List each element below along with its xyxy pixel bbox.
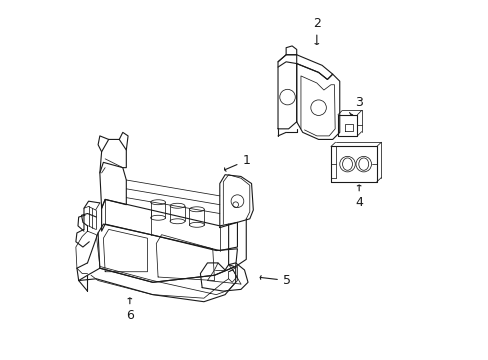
Text: 6: 6	[125, 298, 134, 322]
Text: 5: 5	[260, 274, 290, 287]
Text: 3: 3	[349, 96, 363, 115]
Text: 4: 4	[354, 185, 363, 210]
Text: 1: 1	[224, 154, 250, 171]
Text: 2: 2	[312, 17, 320, 44]
